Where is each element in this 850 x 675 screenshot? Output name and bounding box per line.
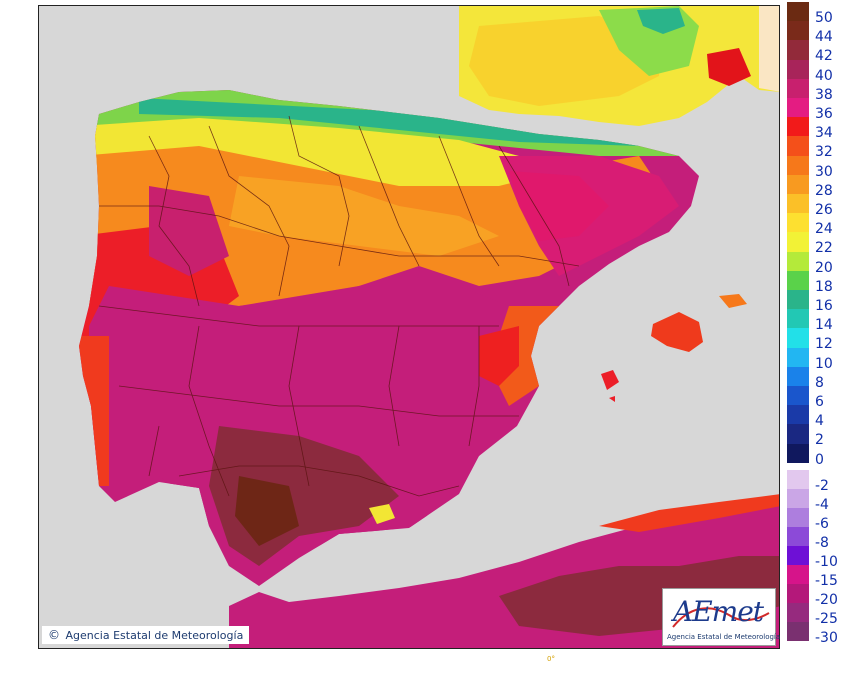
legend-upper-swatch <box>787 290 809 310</box>
legend-upper-swatch <box>787 174 809 194</box>
copyright-text: Agencia Estatal de Meteorología <box>65 629 244 642</box>
island-menorca <box>719 294 747 308</box>
legend-lower-label: -25 <box>815 611 838 627</box>
legend-lower-label: -20 <box>815 592 838 608</box>
legend-upper-swatch <box>787 40 809 60</box>
legend-upper-label: 12 <box>815 336 833 353</box>
logo-subtitle: Agencia Estatal de Meteorología <box>667 633 781 641</box>
legend-upper-label: 0 <box>815 451 824 468</box>
north-africa-coast <box>599 494 779 532</box>
legend-lower-swatch <box>787 489 809 508</box>
legend-upper-swatch <box>787 366 809 386</box>
legend-upper-label: 4 <box>815 413 824 430</box>
legend-lower-swatch <box>787 508 809 527</box>
legend-lower-label: -15 <box>815 573 838 589</box>
legend-upper-label: 24 <box>815 221 833 238</box>
legend-upper-swatch <box>787 443 809 463</box>
legend-upper-label: 6 <box>815 394 824 410</box>
legend-lower-label: -4 <box>815 497 829 513</box>
legend-upper-swatch <box>787 386 809 406</box>
legend-lower-label: -30 <box>815 630 838 646</box>
legend-upper-swatch <box>787 309 809 329</box>
island-mallorca <box>651 312 703 352</box>
france-warm-zone <box>469 16 659 106</box>
island-formentera <box>609 396 615 402</box>
legend-upper-swatch <box>787 328 809 348</box>
legend-upper-swatch <box>787 59 809 79</box>
legend-upper-label: 30 <box>815 163 833 180</box>
legend-lower-swatch <box>787 470 809 489</box>
france-hot-spot <box>707 48 751 86</box>
legend-upper-label: 14 <box>815 317 833 334</box>
legend-upper-label: 44 <box>815 29 833 46</box>
legend-upper-label: 2 <box>815 432 824 449</box>
legend-upper-swatch <box>787 232 809 252</box>
legend-lower-label: -8 <box>815 535 829 551</box>
legend-upper-label: 42 <box>815 48 833 65</box>
copyright-icon: © <box>48 628 60 642</box>
logo-wave-icon <box>672 607 770 628</box>
legend-upper-label: 40 <box>815 67 833 84</box>
legend-upper-label: 22 <box>815 240 833 257</box>
legend-lower-label: -6 <box>815 516 829 532</box>
copyright-label: © Agencia Estatal de Meteorología <box>42 626 250 644</box>
legend-upper-label: 16 <box>815 298 833 314</box>
logo-name: AEmet <box>673 595 764 628</box>
legend-upper-swatch <box>787 194 809 214</box>
legend-upper-swatch <box>787 405 809 425</box>
legend-upper-swatch <box>787 270 809 290</box>
legend-upper-swatch <box>787 21 809 41</box>
legend-upper-label: 8 <box>815 374 824 391</box>
legend-upper-swatch <box>787 213 809 233</box>
temperature-map <box>38 5 780 649</box>
france-cold-spot <box>637 8 685 34</box>
border-land-corner <box>759 6 779 92</box>
legend-upper-label: 38 <box>815 86 833 103</box>
legend-upper-label: 36 <box>815 106 833 122</box>
legend-upper-swatch <box>787 2 809 22</box>
legend-lower-label: -2 <box>815 478 829 494</box>
legend-upper-swatch <box>787 117 809 137</box>
aemet-logo: AEmet Agencia Estatal de Meteorología <box>662 588 780 646</box>
legend-upper-label: 28 <box>815 182 833 199</box>
legend-upper-swatch <box>787 347 809 367</box>
legend-upper-label: 34 <box>815 125 833 142</box>
legend-upper-label: 50 <box>815 10 833 26</box>
legend-lower-label: -10 <box>815 554 838 570</box>
legend-upper-swatch <box>787 155 809 175</box>
legend-lower-swatch <box>787 584 809 603</box>
legend-upper-label: 26 <box>815 202 833 218</box>
map-canvas <box>79 6 779 648</box>
legend-lower-swatch <box>787 603 809 622</box>
province-borders <box>98 115 580 497</box>
legend-upper-label: 20 <box>815 259 833 276</box>
legend-upper-swatch <box>787 424 809 444</box>
legend-upper-label: 18 <box>815 278 833 295</box>
legend-upper-swatch <box>787 98 809 118</box>
legend-lower-swatch <box>787 565 809 584</box>
legend-lower-swatch <box>787 546 809 565</box>
legend-upper-label: 32 <box>815 144 833 161</box>
meridian-mark: 0° <box>547 655 555 663</box>
legend-upper-swatch <box>787 78 809 98</box>
legend-lower-swatch <box>787 622 809 641</box>
legend-upper-swatch <box>787 251 809 271</box>
legend-lower-swatch <box>787 527 809 546</box>
legend-upper-swatch <box>787 136 809 156</box>
legend-upper-label: 10 <box>815 355 833 372</box>
island-ibiza <box>601 370 619 390</box>
